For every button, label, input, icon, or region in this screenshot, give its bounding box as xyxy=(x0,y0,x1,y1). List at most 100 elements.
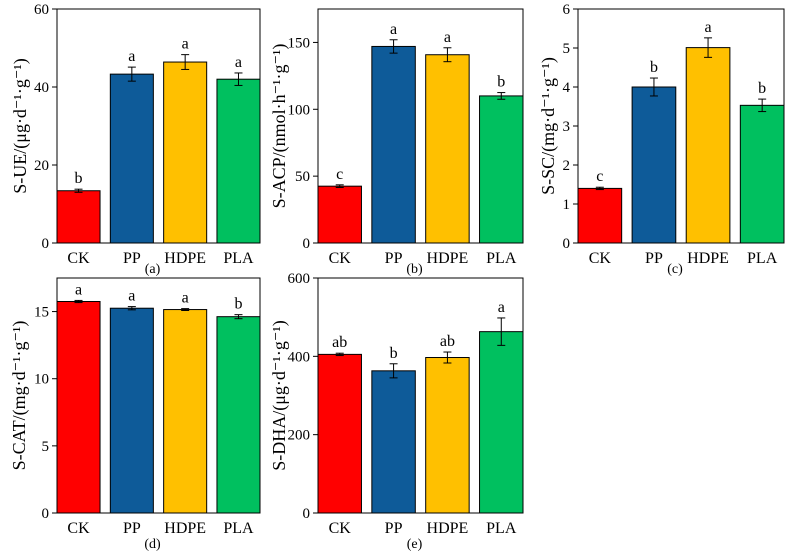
panel-a-significance-ck: b xyxy=(75,170,83,187)
panel-e-bar-pp xyxy=(371,370,416,514)
panel-c-error-bar-hdpe xyxy=(704,37,713,58)
panel-a-panel-label: (a) xyxy=(145,262,161,277)
panel-b-error-bar-pla xyxy=(497,92,506,100)
panel-a-category-label-hdpe: HDPE xyxy=(164,250,206,267)
panel-d-panel-label: (d) xyxy=(144,537,161,552)
panel-c-category-label-pla: PLA xyxy=(747,250,778,267)
panel-b-y-tick-label: 0 xyxy=(303,236,311,252)
panel-a: b CK a PP a HDPE a PLA 0 20 40 60 S-UE/(μg·d⁻¹·g⁻¹) (… xyxy=(10,2,261,277)
panel-e-y-tick-label: 0 xyxy=(303,506,311,522)
panel-c-y-tick-label: 0 xyxy=(563,236,571,252)
panel-e-error-bar-hdpe xyxy=(443,351,452,364)
panel-c-category-label-hdpe: HDPE xyxy=(687,250,729,267)
panel-a-category-label-ck: CK xyxy=(67,250,90,267)
panel-a-category-label-pp: PP xyxy=(123,250,141,267)
panel-b-bar-pp xyxy=(371,45,416,244)
panel-b-y-tick-label: 150 xyxy=(288,35,311,51)
panel-b-y-tick-label: 50 xyxy=(295,169,310,185)
panel-d-bar-hdpe xyxy=(163,309,208,514)
panel-c-y-tick-label: 5 xyxy=(563,41,571,57)
panel-c-significance-pla: b xyxy=(758,80,766,97)
panel-a-bar-pp xyxy=(109,73,154,244)
panel-e-bar-pla xyxy=(479,331,524,514)
panel-e-bar-ck xyxy=(317,353,362,514)
panel-d-y-tick-label: 10 xyxy=(34,372,49,388)
panel-a-bar-pla xyxy=(216,78,261,244)
panel-c-panel-label: (c) xyxy=(667,262,683,277)
panel-b-significance-ck: c xyxy=(336,166,343,183)
panel-d-error-bar-hdpe xyxy=(181,308,190,311)
panel-a-bar-ck xyxy=(56,190,101,244)
panel-e-y-tick-label: 600 xyxy=(288,271,311,287)
panel-d-error-bar-pla xyxy=(234,314,243,320)
panel-a-significance-hdpe: a xyxy=(182,36,189,53)
panel-d-error-bar-pp xyxy=(127,306,136,311)
panel-b-significance-pla: b xyxy=(497,74,505,91)
panel-a-bar-hdpe xyxy=(163,61,208,244)
panel-c-bar-pp xyxy=(631,86,677,244)
panel-d-bar-pp xyxy=(109,307,154,514)
panel-a-plot-frame xyxy=(56,8,261,244)
panel-c-significance-ck: c xyxy=(596,168,603,185)
panel-a-error-bar-pp xyxy=(127,66,136,82)
panel-a-error-bar-ck xyxy=(74,188,83,193)
panel-a-y-tick-label: 40 xyxy=(34,80,49,96)
panel-d-category-label-pp: PP xyxy=(123,520,141,537)
panel-d-bar-pla xyxy=(216,316,261,514)
panel-c-y-tick-label: 4 xyxy=(563,80,571,96)
panel-b-category-label-ck: CK xyxy=(329,250,352,267)
panel-c-category-label-ck: CK xyxy=(589,250,612,267)
panel-d-y-tick-label: 15 xyxy=(34,305,49,321)
panel-d-bar-ck xyxy=(56,301,101,514)
panel-c-y-axis-label: S-SC/(mg·d⁻¹·g⁻¹) xyxy=(538,57,559,195)
panel-e-category-label-pla: PLA xyxy=(486,520,517,537)
panel-b-y-tick-label: 100 xyxy=(288,102,311,118)
panel-e-significance-ck: ab xyxy=(332,334,347,351)
panel-a-y-tick-label: 0 xyxy=(42,236,50,252)
panel-b-error-bar-hdpe xyxy=(443,47,452,63)
panel-c: c CK b PP a HDPE b PLA 0 1 2 3 4 5 6 S-SC/(mg·d⁻¹·g⁻¹) (… xyxy=(538,2,785,277)
panel-e-plot-frame xyxy=(317,277,524,514)
panel-d-category-label-hdpe: HDPE xyxy=(164,520,206,537)
panel-d-category-label-ck: CK xyxy=(67,520,90,537)
panel-d-y-axis-label: S-CAT/(mg·d⁻¹·g⁻¹) xyxy=(9,321,30,471)
panel-d-y-tick-label: 0 xyxy=(42,506,50,522)
panel-c-y-tick-label: 3 xyxy=(563,119,571,135)
panel-b: c CK a PP a HDPE b PLA 0 50 100 150S-ACP/(nmol·h⁻¹·… xyxy=(269,8,524,277)
panel-c-y-tick-label: 6 xyxy=(563,2,571,18)
panel-a-y-tick-label: 60 xyxy=(34,2,49,18)
panel-b-plot-frame xyxy=(317,8,524,244)
panel-c-error-bar-pla xyxy=(758,98,767,113)
panel-e-y-tick-label: 400 xyxy=(288,349,311,365)
panel-e-category-label-pp: PP xyxy=(385,520,403,537)
panel-b-category-label-hdpe: HDPE xyxy=(427,250,469,267)
panel-e-error-bar-pp xyxy=(389,363,398,379)
panel-b-error-bar-ck xyxy=(335,184,344,189)
panel-b-panel-label: (b) xyxy=(406,262,423,277)
panel-b-bar-pla xyxy=(479,95,524,244)
panel-e-error-bar-ck xyxy=(335,352,344,357)
panel-a-y-tick-label: 20 xyxy=(34,158,49,174)
panel-c-error-bar-pp xyxy=(649,77,658,97)
panel-d-y-tick-label: 5 xyxy=(42,439,50,455)
panel-b-category-label-pp: PP xyxy=(385,250,403,267)
panel-c-bar-pla xyxy=(739,104,785,244)
panel-a-y-axis-label: S-UE/(μg·d⁻¹·g⁻¹) xyxy=(10,58,31,193)
panel-c-bar-hdpe xyxy=(685,47,731,244)
panel-a-error-bar-pla xyxy=(234,72,243,86)
panel-b-bar-ck xyxy=(317,185,362,244)
panel-b-category-label-pla: PLA xyxy=(486,250,517,267)
panel-b-bar-hdpe xyxy=(425,54,470,244)
panel-c-bar-ck xyxy=(577,187,623,244)
panel-d-error-bar-ck xyxy=(74,299,83,304)
panel-d-significance-pp: a xyxy=(128,288,135,305)
panel-c-significance-hdpe: a xyxy=(705,19,712,36)
panel-c-category-label-pp: PP xyxy=(645,250,663,267)
panel-c-y-tick-label: 2 xyxy=(563,158,571,174)
panel-e: ab CK b PP ab HDPE a PLA 0 200 400 600 S-DHA/(μg·d⁻¹… xyxy=(269,271,524,552)
panel-d-category-label-pla: PLA xyxy=(223,520,254,537)
panel-d-significance-pla: b xyxy=(234,296,242,313)
panel-a-error-bar-hdpe xyxy=(181,54,190,70)
